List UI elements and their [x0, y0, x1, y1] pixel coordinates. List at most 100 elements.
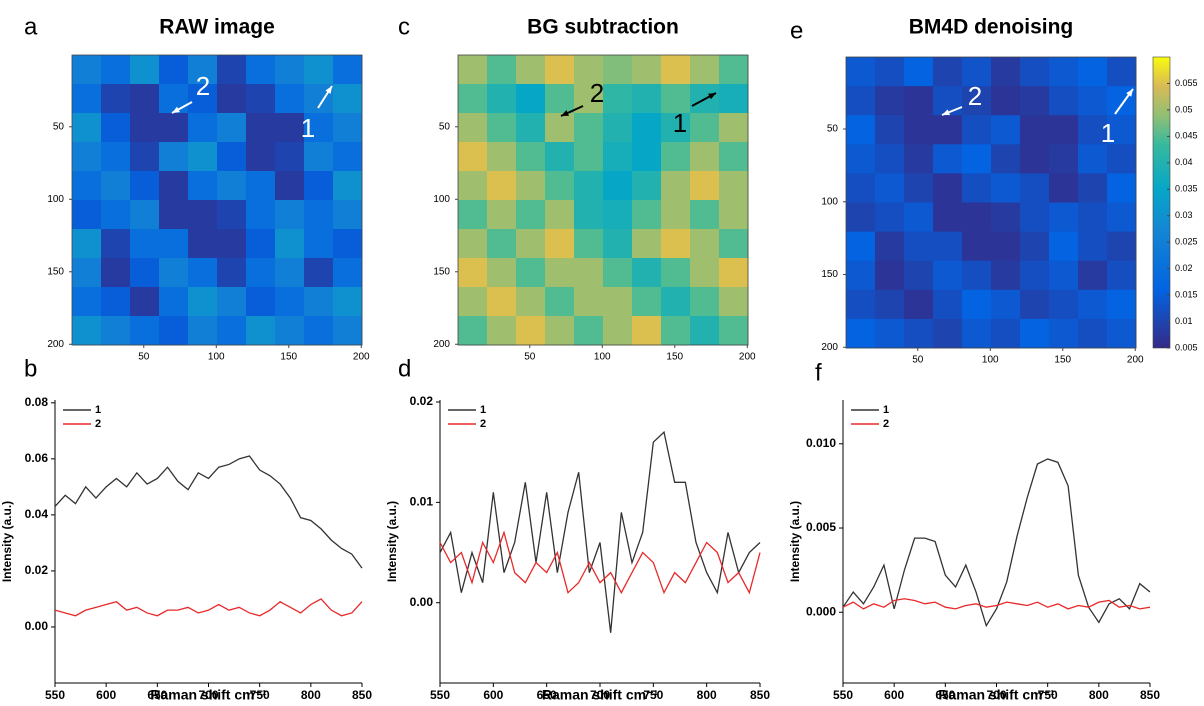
heat-cell — [991, 57, 1021, 87]
heat-cell — [458, 258, 488, 288]
y-tick-label: 0.02 — [25, 563, 49, 577]
heat-cell — [188, 142, 218, 172]
heat-cell — [574, 171, 604, 201]
heat-cell — [962, 289, 992, 320]
heat-cell — [217, 316, 247, 346]
y-tick-label: 0.00 — [25, 619, 49, 633]
heat-cell — [991, 202, 1021, 232]
heat-cell — [632, 200, 662, 230]
heat-cell — [217, 200, 247, 230]
heat-cell — [487, 287, 517, 317]
heat-cell — [72, 229, 102, 259]
heat-cell — [1049, 318, 1079, 349]
colorbar-tick-label: 0.005 — [1175, 342, 1198, 352]
heat-cell — [1020, 173, 1050, 203]
x-tick-label: 600 — [483, 688, 503, 702]
heat-cell — [188, 171, 218, 201]
heat-cell — [159, 229, 189, 259]
heat-cell — [487, 113, 517, 143]
heat-cell — [275, 229, 305, 259]
heat-cell — [574, 287, 604, 317]
heat-cell — [275, 171, 305, 201]
heat-cell — [304, 142, 334, 172]
heat-cell — [246, 316, 276, 346]
heat-cell — [603, 229, 633, 259]
heat-cell — [661, 316, 691, 346]
heat-cell — [1078, 144, 1108, 174]
heat-cell — [304, 113, 334, 143]
heat-cell — [603, 258, 633, 288]
heat-cell — [603, 55, 633, 85]
heat-cell — [846, 289, 876, 320]
heat-cell — [130, 84, 160, 114]
heat-cell — [101, 229, 131, 259]
colorbar-tick-label: 0.055 — [1175, 78, 1198, 88]
heat-cell — [304, 316, 334, 346]
plot-frame — [845, 56, 1137, 349]
heat-cell — [690, 113, 720, 143]
heat-cell — [632, 171, 662, 201]
colorbar-tick-label: 0.04 — [1175, 157, 1193, 167]
heat-cell — [458, 171, 488, 201]
heat-cell — [933, 173, 963, 203]
heat-cell — [516, 142, 546, 172]
heat-cell — [1049, 86, 1079, 116]
y-tick-label: 150 — [821, 269, 838, 280]
colorbar-tick-label: 0.025 — [1175, 237, 1198, 247]
heat-cell — [246, 55, 276, 85]
y-tick-label: 200 — [433, 339, 450, 350]
y-tick-label: 150 — [433, 266, 450, 277]
x-tick-label: 600 — [96, 688, 116, 702]
heat-cell — [516, 229, 546, 259]
x-tick-label: 150 — [1054, 355, 1071, 366]
heat-cell — [574, 55, 604, 85]
heat-cell — [304, 200, 334, 230]
heat-cell — [246, 229, 276, 259]
heat-cell — [846, 260, 876, 291]
panel-label: d — [398, 355, 411, 382]
heat-cell — [458, 55, 488, 85]
heat-cell — [632, 142, 662, 172]
heat-cell — [1049, 260, 1079, 291]
heat-cell — [1107, 144, 1137, 174]
heat-cell — [101, 200, 131, 230]
heat-cell — [690, 258, 720, 288]
heat-cell — [159, 316, 189, 346]
heat-cell — [574, 113, 604, 143]
x-tick-label: 800 — [301, 688, 321, 702]
heat-cell — [632, 229, 662, 259]
heat-cell — [275, 200, 305, 230]
heat-cell — [159, 287, 189, 317]
heat-cell — [188, 200, 218, 230]
x-axis-label: Raman shift cm⁻¹ — [542, 687, 659, 703]
heat-cell — [130, 113, 160, 143]
arrow-head — [561, 110, 569, 116]
heat-cell — [188, 258, 218, 288]
heat-cell — [333, 258, 363, 288]
heat-cell — [333, 142, 363, 172]
x-tick-label: 700 — [590, 688, 610, 702]
colorbar-tick-label: 0.03 — [1175, 210, 1193, 220]
heat-cell — [991, 289, 1021, 320]
heat-cell — [933, 57, 963, 87]
heat-cell — [101, 113, 131, 143]
heat-cell — [1020, 115, 1050, 145]
heat-cell — [1020, 318, 1050, 349]
heat-cell — [846, 318, 876, 349]
heat-cell — [1107, 260, 1137, 291]
heat-cell — [217, 287, 247, 317]
heat-cell — [217, 258, 247, 288]
heat-cell — [217, 171, 247, 201]
x-tick-label: 150 — [666, 352, 683, 363]
panel-label: a — [24, 13, 38, 40]
heat-cell — [846, 115, 876, 145]
heat-cell — [846, 57, 876, 87]
panel-label: e — [790, 17, 803, 44]
annotation: 1 — [301, 113, 315, 143]
heat-cell — [487, 229, 517, 259]
plot-frame — [457, 54, 749, 346]
heat-cell — [188, 113, 218, 143]
heat-cell — [1078, 86, 1108, 116]
heat-cell — [1078, 57, 1108, 87]
heat-cell — [516, 316, 546, 346]
